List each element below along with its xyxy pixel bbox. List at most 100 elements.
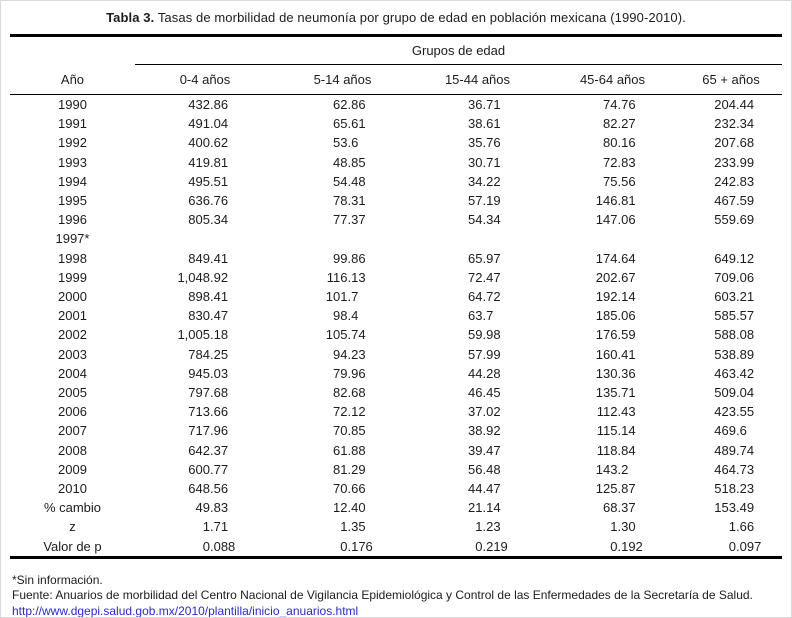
value-cell: 59.98	[468, 327, 501, 343]
value-cell: 559.69	[714, 212, 755, 228]
value-cell: 642.37	[188, 442, 229, 458]
value-cell: 94.23	[333, 346, 366, 362]
value-cell: 1.35	[340, 519, 366, 535]
value-cell: 34.22	[468, 173, 501, 189]
value-cell: 101.7	[325, 289, 359, 305]
table-row: 1995 636.76 78.31 57.19 146.81 467.59	[10, 191, 782, 210]
value-cell: 98.4	[333, 308, 359, 324]
table-row: 2010 648.56 70.66 44.47 125.87 518.23	[10, 479, 782, 498]
value-cell: 54.34	[468, 212, 501, 228]
value-cell	[135, 229, 275, 248]
table-row: 1990 432.86 62.86 36.71 74.76 204.44	[10, 95, 782, 115]
row-label: 2006	[58, 404, 87, 420]
value-cell: 518.23	[714, 481, 755, 497]
value-cell: 0.097	[728, 538, 762, 554]
table-row: 2002 1,005.18 105.74 59.98 176.59 588.08	[10, 325, 782, 344]
table-row: 1993 419.81 48.85 30.71 72.83 233.99	[10, 153, 782, 172]
value-cell: 72.12	[333, 404, 366, 420]
value-cell: 68.37	[603, 500, 636, 516]
col-header-45-64: 45-64 años	[544, 64, 680, 95]
value-cell: 469.6	[714, 423, 747, 439]
value-cell: 495.51	[188, 173, 229, 189]
value-cell: 830.47	[188, 308, 229, 324]
row-label: 1997*	[55, 231, 90, 247]
col-header-15-44: 15-44 años	[409, 64, 545, 95]
value-cell: 649.12	[714, 250, 755, 266]
value-cell: 54.48	[333, 173, 366, 189]
table-row: 2001 830.47 98.4 63.7 185.06 585.57	[10, 306, 782, 325]
value-cell: 192.14	[595, 289, 636, 305]
table-row: 1998 849.41 99.86 65.97 174.64 649.12	[10, 249, 782, 268]
value-cell: 62.86	[333, 97, 366, 112]
value-cell: 233.99	[714, 154, 755, 170]
value-cell: 797.68	[188, 385, 229, 401]
group-header-row: Grupos de edad	[10, 35, 783, 65]
value-cell: 160.41	[595, 346, 636, 362]
row-label: 2003	[58, 346, 87, 362]
row-label: 2009	[58, 461, 87, 477]
table-row: 1997*	[10, 229, 782, 248]
value-cell: 636.76	[188, 193, 229, 209]
value-cell: 130.36	[595, 365, 636, 381]
value-cell: 489.74	[714, 442, 755, 458]
value-cell: 57.99	[468, 346, 501, 362]
value-cell: 53.6	[333, 135, 359, 151]
row-label: 2005	[58, 385, 87, 401]
value-cell	[545, 229, 680, 248]
value-cell: 174.64	[595, 250, 636, 266]
value-cell	[680, 229, 782, 248]
value-cell: 30.71	[468, 154, 501, 170]
value-cell: 185.06	[595, 308, 636, 324]
value-cell: 70.66	[333, 481, 366, 497]
value-cell: 0.192	[610, 538, 643, 554]
value-cell: 118.84	[596, 442, 636, 458]
row-label: 2000	[58, 289, 87, 305]
table-row: 2007 717.96 70.85 38.92 115.14 469.6	[10, 421, 782, 440]
value-cell: 509.04	[714, 385, 755, 401]
value-cell: 153.49	[714, 500, 755, 516]
value-cell: 112.43	[596, 404, 636, 420]
value-cell: 135.71	[595, 385, 636, 401]
morbidity-table: Grupos de edad Año 0-4 años 5-14 años 15…	[9, 34, 783, 559]
row-label: 2001	[58, 308, 87, 324]
row-label: 1992	[58, 135, 87, 151]
table-row: 2000 898.41 101.7 64.72 192.14 603.21	[10, 287, 782, 306]
source-line: Fuente: Anuarios de morbilidad del Centr…	[12, 588, 753, 603]
value-cell: 1.23	[475, 519, 501, 535]
col-header-year: Año	[9, 64, 135, 95]
value-cell: 146.81	[595, 193, 636, 209]
table-row: 1994 495.51 54.48 34.22 75.56 242.83	[10, 172, 782, 191]
value-cell: 116.13	[326, 269, 366, 285]
value-cell: 147.06	[595, 212, 636, 228]
column-header-row: Año 0-4 años 5-14 años 15-44 años 45-64 …	[9, 64, 783, 95]
footer: *Sin información. Fuente: Anuarios de mo…	[1, 559, 791, 618]
table-row: 1996 805.34 77.37 54.34 147.06 559.69	[10, 210, 782, 229]
value-cell: 48.85	[333, 154, 366, 170]
value-cell: 65.97	[468, 250, 501, 266]
value-cell: 1.66	[728, 519, 755, 535]
col-header-65plus: 65 + años	[679, 64, 783, 95]
value-cell: 1.71	[202, 519, 229, 535]
value-cell: 75.56	[603, 173, 636, 189]
table-title-text: Tasas de morbilidad de neumonía por grup…	[154, 10, 686, 25]
value-cell: 463.42	[714, 365, 755, 381]
value-cell: 36.71	[468, 97, 501, 112]
table-row: 2004 945.03 79.96 44.28 130.36 463.42	[10, 364, 782, 383]
value-cell: 39.47	[468, 442, 501, 458]
table-row: z 1.71 1.35 1.23 1.30 1.66	[10, 517, 782, 536]
row-label: 2004	[58, 365, 87, 381]
value-cell: 176.59	[595, 327, 636, 343]
value-cell: 1,005.18	[177, 327, 229, 343]
value-cell: 125.87	[595, 481, 636, 497]
value-cell: 784.25	[188, 346, 229, 362]
value-cell: 70.85	[333, 423, 366, 439]
footnote: *Sin información.	[12, 572, 103, 587]
value-cell: 38.61	[468, 116, 501, 132]
value-cell	[275, 229, 410, 248]
value-cell: 432.86	[188, 97, 229, 112]
source-link[interactable]: http://www.dgepi.salud.gob.mx/2010/plant…	[12, 603, 359, 618]
value-cell: 600.77	[188, 461, 229, 477]
value-cell: 56.48	[468, 461, 501, 477]
value-cell: 35.76	[468, 135, 501, 151]
